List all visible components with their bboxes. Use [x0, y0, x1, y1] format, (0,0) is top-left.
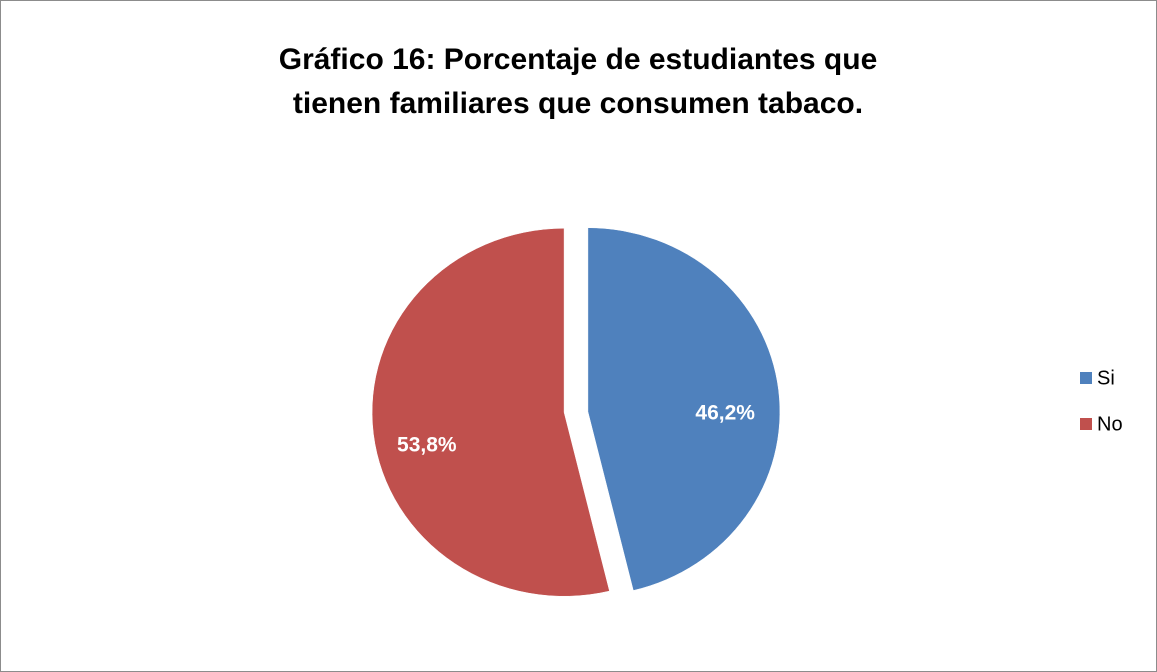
- pie-slice: [587, 227, 781, 591]
- data-label: 53,8%: [397, 434, 457, 457]
- legend-swatch: [1080, 418, 1092, 430]
- data-label: 46,2%: [695, 401, 755, 424]
- legend-label: No: [1097, 413, 1123, 435]
- legend-swatch: [1080, 372, 1092, 384]
- chart-title: Gráfico 16: Porcentaje de estudiantes qu…: [278, 43, 878, 120]
- legend-label: Si: [1097, 367, 1115, 389]
- pie-slice: [371, 228, 610, 597]
